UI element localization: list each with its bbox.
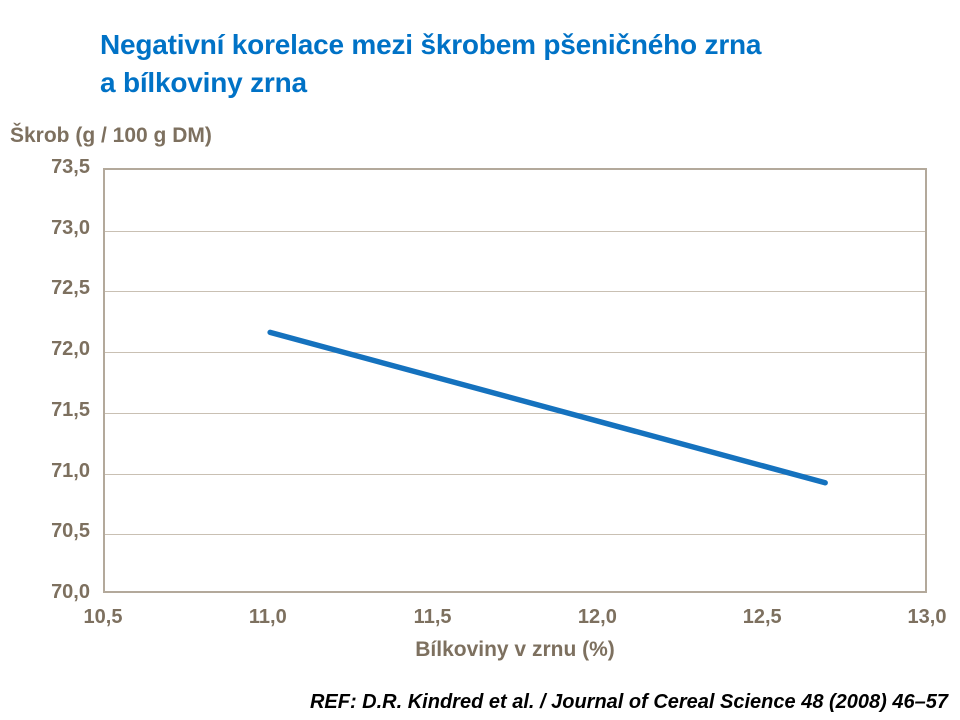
y-tick-label: 72,0 xyxy=(51,338,90,361)
gridline xyxy=(105,352,925,354)
gridline xyxy=(105,473,925,475)
reference-citation: REF: D.R. Kindred et al. / Journal of Ce… xyxy=(309,691,948,713)
y-tick-label: 73,0 xyxy=(51,216,90,239)
y-tick-label: 72,5 xyxy=(51,277,90,300)
x-axis-tick-labels: 10,5 11,0 11,5 12,0 12,5 13,0 xyxy=(84,606,947,632)
x-tick-label: 11,5 xyxy=(413,606,452,628)
gridline xyxy=(105,291,925,293)
x-axis-title: Bílkoviny v zrnu (%) xyxy=(415,638,615,661)
gridline xyxy=(105,412,925,414)
y-axis-title: Škrob (g / 100 g DM) xyxy=(10,124,212,147)
y-tick-label: 71,5 xyxy=(51,398,90,421)
y-tick-label: 73,5 xyxy=(51,156,90,179)
chart-title-line-1: Negativní korelace mezi škrobem pšeničné… xyxy=(100,29,762,60)
x-tick-label: 12,5 xyxy=(742,606,782,628)
x-tick-label: 10,5 xyxy=(83,606,123,628)
regression-line xyxy=(267,329,828,486)
y-tick-label: 70,0 xyxy=(51,581,90,604)
x-tick-label: 11,0 xyxy=(248,606,287,628)
plot-area xyxy=(103,168,927,593)
data-line-svg xyxy=(267,329,828,486)
gridline xyxy=(105,230,925,232)
x-tick-label: 13,0 xyxy=(907,606,947,628)
y-tick-label: 70,5 xyxy=(51,520,90,543)
chart-title-line-2: a bílkoviny zrna xyxy=(100,67,307,98)
gridline xyxy=(105,534,925,536)
chart-title: Negativní korelace mezi škrobem pšeničné… xyxy=(100,26,761,102)
y-tick-label: 71,0 xyxy=(51,459,90,482)
x-tick-label: 12,0 xyxy=(577,606,617,628)
y-axis-tick-labels: 73,5 73,0 72,5 72,0 71,5 71,0 70,5 70,0 xyxy=(0,156,90,603)
